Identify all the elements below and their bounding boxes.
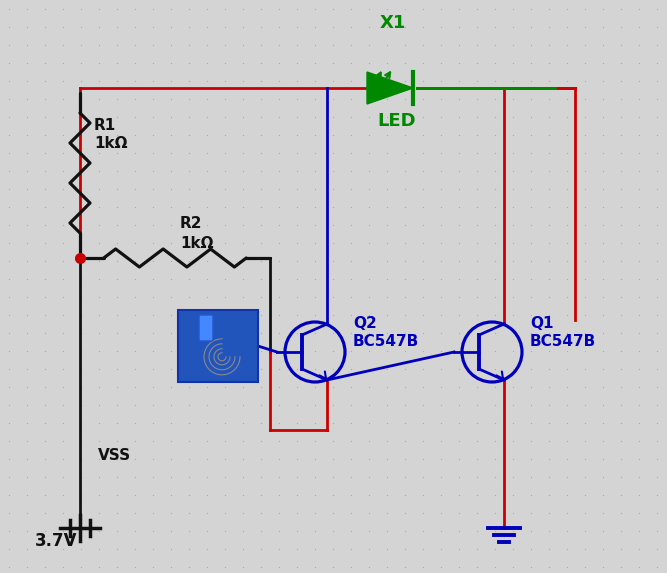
Text: BC547B: BC547B — [353, 335, 420, 350]
Text: 1kΩ: 1kΩ — [180, 236, 213, 251]
Text: VSS: VSS — [98, 448, 131, 463]
Text: LED: LED — [378, 112, 416, 130]
Text: BC547B: BC547B — [530, 335, 596, 350]
FancyBboxPatch shape — [178, 310, 258, 382]
FancyBboxPatch shape — [199, 315, 213, 341]
Text: Q2: Q2 — [353, 316, 377, 332]
Text: 1kΩ: 1kΩ — [94, 136, 127, 151]
Text: 3.7V: 3.7V — [35, 532, 77, 550]
Text: R1: R1 — [94, 118, 116, 133]
Text: Q1: Q1 — [530, 316, 554, 332]
Text: R2: R2 — [180, 216, 203, 231]
Polygon shape — [367, 72, 413, 104]
Text: X1: X1 — [380, 14, 406, 32]
